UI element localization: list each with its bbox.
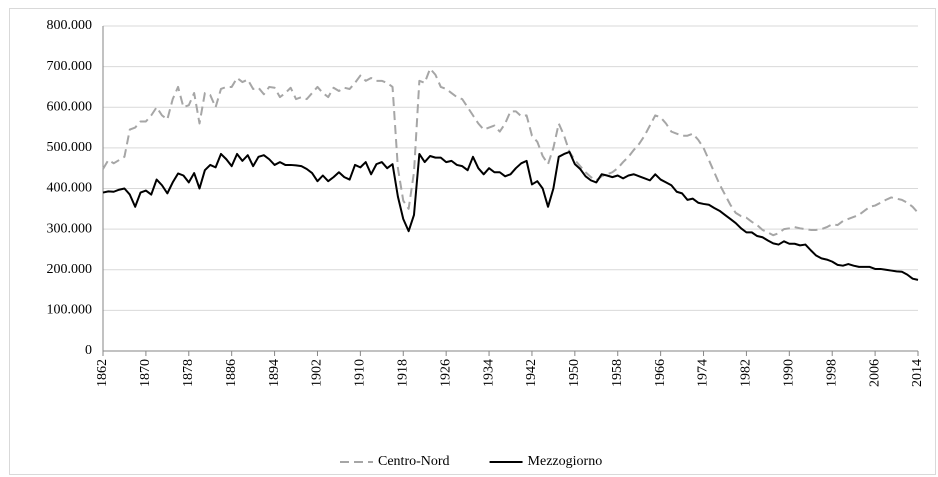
x-tick-label: 1990 [782, 359, 797, 387]
x-tick-label: 1934 [481, 359, 496, 387]
x-tick-label: 1878 [181, 359, 196, 387]
x-tick-label: 1982 [739, 359, 754, 387]
y-tick-label: 100.000 [47, 303, 93, 318]
series-line [102, 150, 919, 281]
x-tick-label: 1974 [696, 359, 711, 387]
legend-label: Mezzogiorno [528, 454, 603, 469]
x-tick-label: 1950 [567, 359, 582, 387]
x-tick-label: 1942 [524, 359, 539, 387]
x-tick-label: 1902 [310, 359, 325, 387]
x-tick-label: 1998 [824, 359, 839, 387]
y-tick-label: 400.000 [47, 181, 93, 196]
y-tick-label: 300.000 [47, 221, 93, 236]
y-tick-label: 600.000 [47, 99, 93, 114]
x-tick-label: 1894 [267, 359, 282, 387]
series-line [102, 67, 919, 237]
x-tick-label: 1966 [653, 359, 668, 387]
x-tick-label: 2006 [867, 359, 882, 387]
y-tick-label: 500.000 [47, 140, 93, 155]
x-tick-label: 2014 [910, 359, 925, 387]
x-tick-label: 1926 [438, 359, 453, 387]
chart-frame [9, 8, 936, 475]
x-tick-label: 1870 [138, 359, 153, 387]
x-tick-label: 1862 [95, 359, 110, 387]
y-tick-label: 700.000 [47, 59, 93, 74]
legend-label: Centro-Nord [378, 454, 450, 469]
x-tick-label: 1918 [395, 359, 410, 387]
y-tick-label: 200.000 [47, 262, 93, 277]
x-tick-label: 1886 [224, 359, 239, 387]
x-tick-label: 1958 [610, 359, 625, 387]
y-tick-label: 0 [85, 343, 92, 358]
y-tick-label: 800.000 [47, 18, 93, 33]
x-tick-label: 1910 [353, 359, 368, 387]
